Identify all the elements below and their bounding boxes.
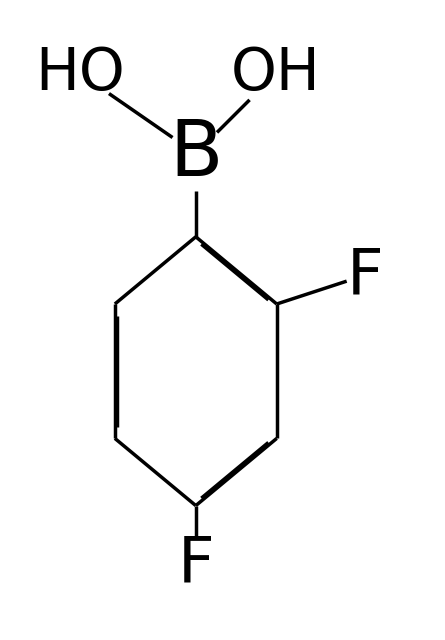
Text: F: F — [347, 244, 383, 306]
Text: OH: OH — [231, 45, 321, 102]
Text: B: B — [169, 116, 222, 191]
Text: F: F — [178, 532, 214, 594]
Text: HO: HO — [35, 45, 125, 102]
